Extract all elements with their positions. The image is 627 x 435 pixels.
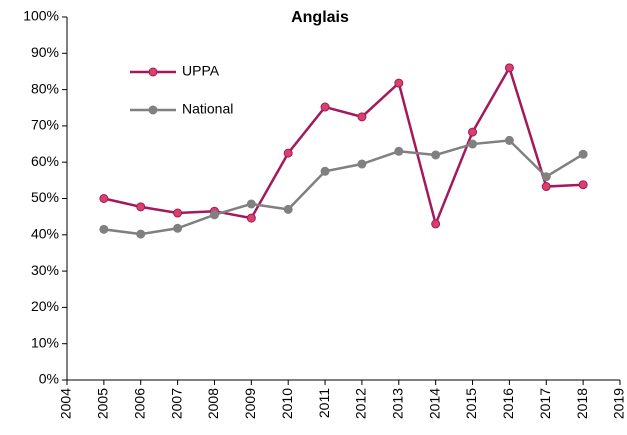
x-tick-label: 2016 — [500, 388, 516, 419]
point — [578, 149, 588, 159]
x-tick-label: 2017 — [537, 388, 553, 419]
x-tick-label: 2006 — [131, 388, 147, 419]
chart-title: Anglais — [291, 9, 349, 26]
point — [209, 210, 219, 220]
point — [320, 102, 330, 112]
point — [357, 159, 367, 169]
legend-marker — [148, 105, 158, 115]
legend-marker — [148, 67, 158, 77]
x-tick-label: 2009 — [242, 388, 258, 419]
point — [541, 172, 551, 182]
x-tick-label: 2007 — [168, 388, 184, 419]
x-tick-label: 2013 — [390, 388, 406, 419]
x-tick-label: 2015 — [463, 388, 479, 419]
y-tick-label: 30% — [31, 262, 59, 278]
y-tick-label: 90% — [31, 44, 59, 60]
x-tick-label: 2018 — [574, 388, 590, 419]
point — [394, 146, 404, 156]
point — [173, 223, 183, 233]
point — [320, 166, 330, 176]
legend-label: UPPA — [182, 63, 220, 79]
point — [99, 194, 109, 203]
y-tick-label: 80% — [31, 80, 59, 96]
x-tick-label: 2004 — [58, 388, 74, 419]
point — [283, 204, 293, 214]
x-tick-label: 2019 — [611, 388, 627, 419]
y-tick-label: 50% — [31, 189, 59, 205]
y-tick-label: 20% — [31, 298, 59, 314]
point — [578, 180, 588, 190]
series-line — [103, 139, 584, 236]
x-tick-label: 2008 — [205, 388, 221, 419]
point — [173, 208, 183, 218]
y-tick-label: 10% — [31, 334, 59, 350]
x-tick-label: 2011 — [316, 388, 332, 418]
series-line — [103, 64, 584, 228]
point — [99, 224, 109, 234]
y-tick-label: 70% — [31, 117, 59, 133]
y-tick-label: 40% — [31, 226, 59, 242]
point — [431, 150, 441, 160]
point — [136, 202, 146, 212]
y-tick-label: 60% — [31, 153, 59, 169]
point — [136, 229, 146, 239]
x-tick-label: 2005 — [95, 388, 111, 419]
point — [357, 112, 367, 122]
point — [468, 127, 478, 137]
x-tick-label: 2014 — [426, 388, 442, 419]
x-tick-label: 2010 — [279, 388, 295, 419]
point — [504, 135, 514, 145]
x-tick-label: 2012 — [353, 388, 369, 419]
point — [394, 78, 404, 88]
point — [541, 182, 551, 192]
point — [283, 148, 293, 158]
point — [431, 219, 441, 229]
y-tick-label: 100% — [23, 8, 59, 24]
point — [504, 63, 514, 73]
y-tick-label: 0% — [39, 371, 59, 387]
point — [246, 213, 256, 223]
legend-label: National — [182, 101, 233, 117]
point — [468, 139, 478, 149]
point — [246, 199, 256, 209]
